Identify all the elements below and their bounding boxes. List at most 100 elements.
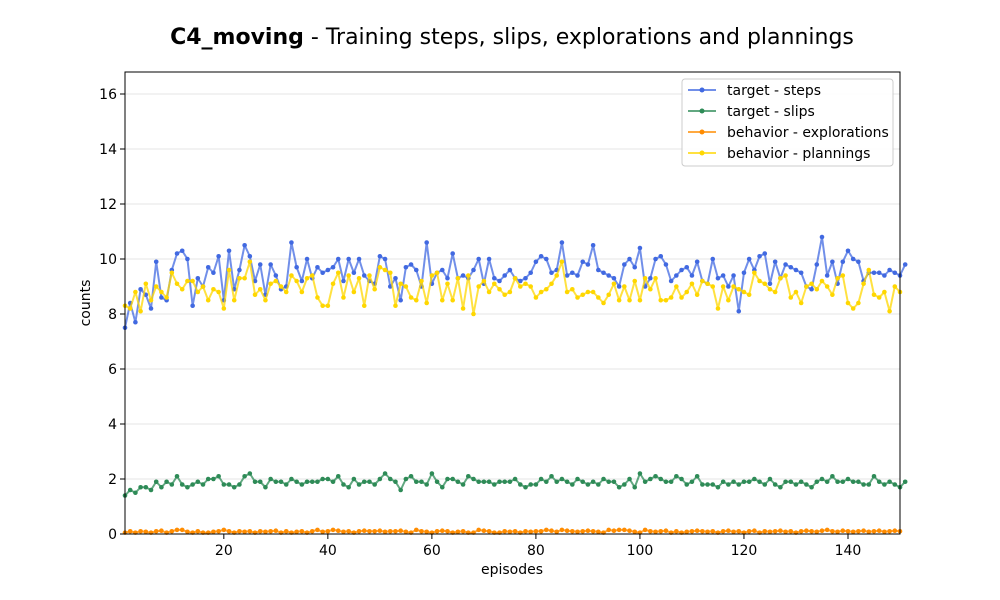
data-point <box>231 297 237 303</box>
data-point <box>570 482 575 487</box>
data-point <box>148 487 154 493</box>
data-point <box>684 289 690 295</box>
data-point <box>705 482 710 487</box>
data-point <box>731 284 736 289</box>
axis-ticks: 0 2 4 6 8 10 12 14 16 20 40 60 80 100 120 140 <box>99 87 861 559</box>
data-point <box>559 527 565 533</box>
chart-title: C4_moving - Training steps, slips, explo… <box>170 25 854 50</box>
data-point <box>575 273 580 278</box>
data-point <box>476 284 481 289</box>
data-point <box>419 278 424 284</box>
data-point <box>393 275 398 281</box>
data-point <box>575 529 580 535</box>
data-point <box>211 286 216 292</box>
legend-swatch-marker <box>699 108 705 114</box>
data-point <box>341 278 346 284</box>
data-point <box>367 479 372 485</box>
data-point <box>398 487 403 493</box>
data-point <box>382 529 388 535</box>
data-point <box>185 484 190 490</box>
data-point <box>247 253 253 259</box>
data-point <box>814 529 820 535</box>
data-point <box>211 270 216 276</box>
data-point <box>778 484 783 490</box>
data-point <box>533 295 539 300</box>
data-point <box>315 295 320 300</box>
data-point <box>824 284 830 289</box>
data-point <box>377 264 383 270</box>
data-point <box>892 284 898 289</box>
data-point <box>783 529 788 535</box>
data-point <box>205 476 211 482</box>
data-point <box>429 471 435 476</box>
data-point <box>492 281 497 287</box>
data-point <box>518 482 523 487</box>
data-point <box>824 273 830 278</box>
data-point <box>252 479 258 485</box>
data-point <box>335 473 341 479</box>
data-point <box>674 273 679 278</box>
data-point <box>715 484 721 490</box>
data-point <box>866 482 872 487</box>
data-point <box>518 278 523 284</box>
data-point <box>507 289 513 295</box>
data-point <box>762 528 768 534</box>
data-point <box>887 479 892 485</box>
data-point <box>242 473 247 479</box>
data-point <box>866 529 872 535</box>
data-point <box>809 286 814 292</box>
data-point <box>767 476 773 482</box>
data-point <box>622 482 627 487</box>
data-point <box>622 284 627 289</box>
data-point <box>835 529 840 535</box>
data-point <box>361 303 367 309</box>
data-point <box>538 289 544 295</box>
data-point <box>788 264 794 270</box>
data-point <box>237 267 242 273</box>
y-tick-label: 16 <box>99 87 117 103</box>
data-point <box>528 529 533 535</box>
data-point <box>341 295 346 300</box>
data-point <box>736 286 742 292</box>
data-point <box>741 479 747 485</box>
data-point <box>377 476 383 482</box>
data-point <box>257 262 263 267</box>
legend-entry: behavior - plannings <box>688 146 870 162</box>
data-point <box>580 259 586 265</box>
data-point <box>351 476 357 482</box>
data-point <box>648 286 653 292</box>
data-point <box>549 528 554 533</box>
data-point <box>731 273 736 278</box>
data-point <box>273 479 279 485</box>
data-point <box>346 484 351 490</box>
data-point <box>330 264 336 270</box>
data-point <box>882 529 887 535</box>
data-point <box>237 528 242 534</box>
data-point <box>845 300 851 306</box>
data-point <box>694 292 700 298</box>
data-point <box>549 473 554 479</box>
data-point <box>533 528 539 534</box>
data-point <box>372 286 377 292</box>
data-point <box>746 256 752 262</box>
data-point <box>689 479 695 485</box>
data-point <box>195 275 201 281</box>
data-point <box>424 529 429 535</box>
data-point <box>481 528 487 533</box>
data-point <box>179 527 185 533</box>
legend-swatch-marker <box>699 87 705 93</box>
data-point <box>413 479 419 485</box>
data-point <box>804 482 809 487</box>
data-point <box>492 482 497 487</box>
data-point <box>585 289 591 295</box>
data-point <box>663 262 669 267</box>
data-point <box>460 528 466 534</box>
data-point <box>486 528 492 534</box>
data-point <box>850 256 856 262</box>
y-tick-label: 2 <box>108 472 117 488</box>
data-point <box>648 476 653 482</box>
data-point <box>736 482 742 487</box>
data-point <box>746 479 752 485</box>
data-point <box>257 286 263 292</box>
data-point <box>211 529 216 535</box>
